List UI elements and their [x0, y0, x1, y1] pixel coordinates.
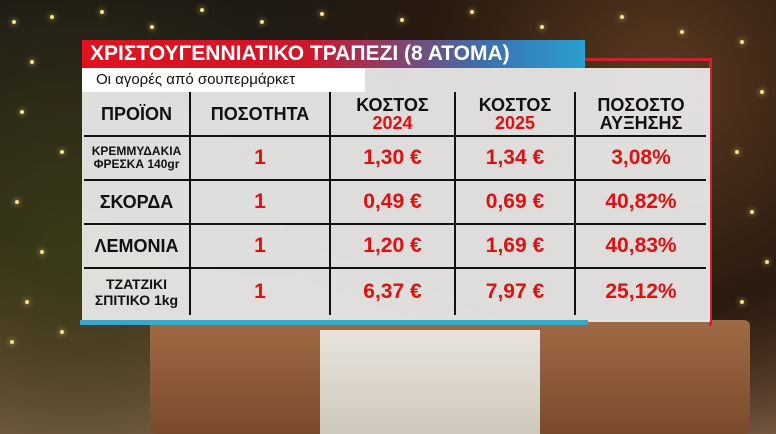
cell-cost-2024: 0,49 €	[329, 179, 455, 224]
light-dot	[470, 10, 474, 14]
cell-product: ΤΖΑΤΖΙΚΙ ΣΠΙΤΙΚΟ 1kg	[84, 267, 190, 315]
graphic-title: ΧΡΙΣΤΟΥΓΕΝΝΙΑΤΙΚΟ ΤΡΑΠΕΖΙ (8 ΑΤΟΜΑ)	[82, 40, 585, 68]
cell-quantity: 1	[189, 135, 330, 180]
header-increase: ΠΟΣΟΣΤΟ ΑΥΞΗΣΗΣ	[574, 92, 706, 136]
light-dot	[30, 60, 34, 64]
header-cost-2024: ΚΟΣΤΟΣ 2024	[329, 92, 455, 136]
table-row: ΤΖΑΤΖΙΚΙ ΣΠΙΤΙΚΟ 1kg 1 6,37 € 7,97 € 25,1…	[84, 267, 706, 315]
light-dot	[735, 150, 739, 154]
table-row: ΛΕΜΟΝΙΑ 1 1,20 € 1,69 € 40,83%	[84, 223, 706, 268]
cell-cost-2025: 7,97 €	[454, 267, 575, 315]
cell-increase: 25,12%	[574, 267, 706, 315]
cell-increase: 40,83%	[574, 223, 706, 268]
light-dot	[740, 40, 744, 44]
cell-cost-2024: 1,20 €	[329, 223, 455, 268]
light-dot	[50, 15, 54, 19]
light-dot	[20, 110, 24, 114]
panel-accent-line	[80, 320, 588, 325]
light-dot	[15, 200, 19, 204]
light-dot	[60, 330, 64, 334]
light-dot	[40, 250, 44, 254]
cell-product: ΚΡΕΜΜΥΔΑΚΙΑ ΦΡΕΣΚΑ 140gr	[84, 135, 190, 180]
header-cost-2025: ΚΟΣΤΟΣ 2025	[454, 92, 575, 136]
header-quantity: ΠΟΣΟΤΗΤΑ	[189, 92, 330, 136]
background-tablecloth	[320, 330, 540, 434]
header-product: ΠΡΟΪΟΝ	[100, 103, 172, 124]
graphic-subtitle: Οι αγορές από σουπερμάρκετ	[82, 68, 365, 92]
price-table: ΠΡΟΪΟΝ ΠΟΣΟΤΗΤΑ ΚΟΣΤΟΣ 2024 ΚΟΣΤΟΣ 2025 ΠΟ…	[84, 92, 706, 315]
cell-cost-2025: 0,69 €	[454, 179, 575, 224]
cell-quantity: 1	[189, 223, 330, 268]
light-dot	[260, 20, 264, 24]
light-dot	[400, 18, 404, 22]
light-dot	[150, 25, 154, 29]
light-dot	[740, 300, 744, 304]
light-dot	[680, 30, 684, 34]
light-dot	[620, 15, 624, 19]
light-dot	[100, 10, 104, 14]
light-dot	[765, 260, 769, 264]
light-dot	[540, 25, 544, 29]
cell-cost-2025: 1,69 €	[454, 223, 575, 268]
light-dot	[12, 20, 16, 24]
cell-cost-2024: 1,30 €	[329, 135, 455, 180]
light-dot	[760, 90, 764, 94]
light-dot	[320, 12, 324, 16]
cell-increase: 3,08%	[574, 135, 706, 180]
table-row: ΣΚΟΡΔΑ 1 0,49 € 0,69 € 40,82%	[84, 179, 706, 224]
cell-quantity: 1	[189, 179, 330, 224]
light-dot	[25, 300, 29, 304]
cell-product: ΣΚΟΡΔΑ	[84, 179, 190, 224]
cell-increase: 40,82%	[574, 179, 706, 224]
light-dot	[750, 210, 754, 214]
cell-cost-2024: 6,37 €	[329, 267, 455, 315]
light-dot	[10, 340, 14, 344]
table-row: ΚΡΕΜΜΥΔΑΚΙΑ ΦΡΕΣΚΑ 140gr 1 1,30 € 1,34 € …	[84, 135, 706, 180]
table-header-row: ΠΡΟΪΟΝ ΠΟΣΟΤΗΤΑ ΚΟΣΤΟΣ 2024 ΚΟΣΤΟΣ 2025 ΠΟ…	[84, 92, 706, 136]
light-dot	[60, 150, 64, 154]
cell-quantity: 1	[189, 267, 330, 315]
cell-product: ΛΕΜΟΝΙΑ	[84, 223, 190, 268]
light-dot	[200, 8, 204, 12]
cell-cost-2025: 1,34 €	[454, 135, 575, 180]
